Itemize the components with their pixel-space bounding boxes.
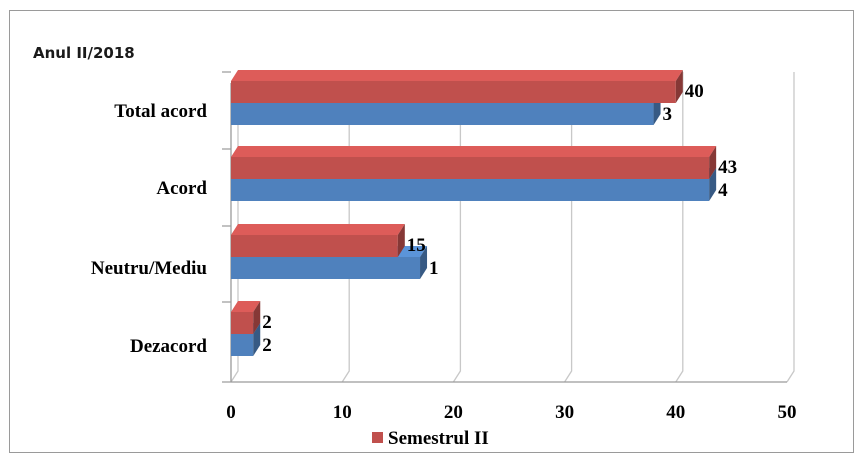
x-tick-label: 30 [555, 402, 574, 423]
gridline-x [786, 72, 795, 383]
data-label-series2: 3 [663, 104, 673, 125]
bar-series1-0-front [231, 81, 676, 103]
legend-label-series1: Semestrul II [388, 428, 489, 449]
bar-series1-2-side [397, 224, 405, 257]
bar-series2-0-front [231, 103, 654, 125]
category-label: Total acord [114, 101, 207, 122]
x-tick-label: 10 [333, 402, 352, 423]
bar-series2-2-front [231, 257, 421, 279]
category-label: Dezacord [130, 336, 207, 357]
bar-series1-3 [231, 301, 261, 334]
gridline-x [675, 72, 684, 383]
bar-series1-1-front [231, 157, 710, 179]
chart-corner-title: Anul II/2018 [33, 44, 135, 62]
bar-series1-0-side [675, 70, 683, 103]
bar-series2-3-front [231, 334, 254, 356]
bar-series1-1 [231, 146, 717, 179]
bar-series1-0-top [231, 70, 683, 81]
x-tick-label: 50 [778, 402, 797, 423]
data-label-series2: 2 [262, 335, 272, 356]
x-tick-label: 20 [444, 402, 463, 423]
bars [231, 70, 717, 356]
data-label-series1: 15 [407, 235, 426, 256]
bar-series2-2-side [420, 246, 428, 279]
bar-series2-3-side [253, 323, 261, 356]
bar-series1-1-side [709, 146, 717, 179]
legend: Semestrul II [372, 428, 489, 449]
data-label-series2: 4 [718, 180, 728, 201]
x-tick-label: 0 [226, 402, 236, 423]
data-label-series1: 2 [262, 312, 272, 333]
legend-swatch-series1 [372, 432, 383, 443]
bar-series1-2 [231, 224, 405, 257]
x-tick-label: 40 [666, 402, 685, 423]
category-label: Neutru/Mediu [91, 258, 208, 279]
data-label-series2: 1 [429, 258, 439, 279]
data-label-series1: 43 [718, 157, 737, 178]
category-label: Acord [156, 178, 207, 199]
labels: 40 3 Total acord 434 Acord 151 Neutru/Mediu 22 D… [91, 81, 797, 423]
bar-series1-3-side [253, 301, 261, 334]
bar-series1-3-front [231, 312, 254, 334]
bar-series1-3-top [231, 301, 261, 312]
data-label-series1: 40 [685, 81, 704, 102]
bar-series2-1-front [231, 179, 710, 201]
bar-series1-1-top [231, 146, 717, 157]
bar-series1-2-top [231, 224, 405, 235]
bar-series1-0 [231, 70, 683, 103]
bar-series1-2-front [231, 235, 398, 257]
